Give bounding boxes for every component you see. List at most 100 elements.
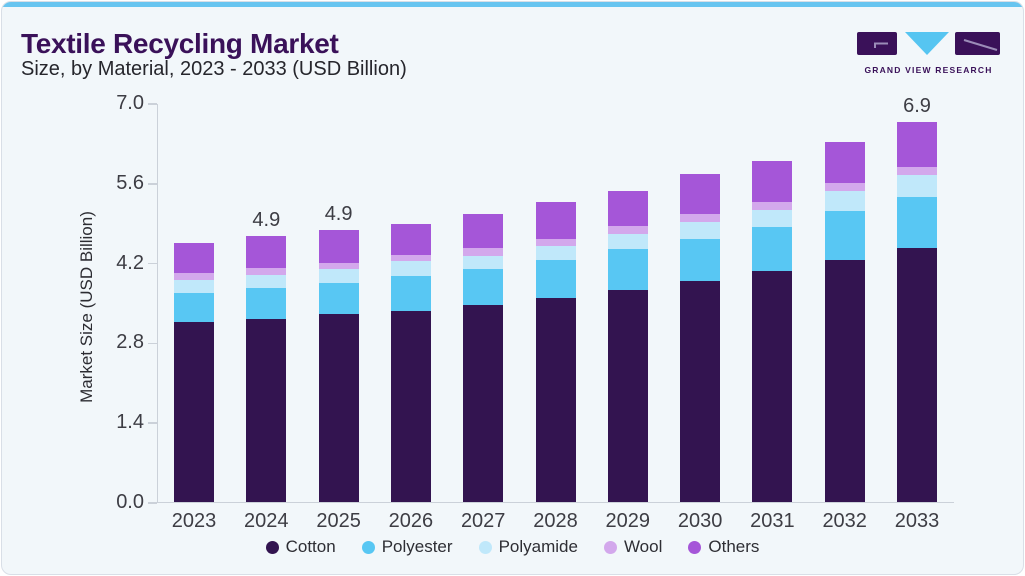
logo-text: GRAND VIEW RESEARCH [864,65,993,75]
x-tick-label: 2031 [750,510,795,532]
legend-label: Polyamide [498,537,578,556]
bar-segment-polyamide [246,275,287,289]
top-accent-bar [2,2,1023,7]
bar-segment-wool [318,262,359,270]
y-axis-title: Market Size (USD Billion) [77,211,96,403]
bar-segment-others [174,243,214,273]
bar [463,213,504,502]
bar [607,190,648,502]
legend-swatch-icon [361,540,375,554]
y-tick-mark [148,342,157,345]
x-tick-label: 2024 [244,510,289,532]
bar [680,174,721,502]
bar-segment-polyester [318,282,359,314]
bar-segment-cotton [246,319,287,502]
y-tick-mark [148,422,157,424]
bar-segment-polyester [463,269,504,305]
bar-segment-polyester [824,210,865,260]
bar-segment-polyester [535,259,576,298]
x-tick-label: 2029 [605,510,651,532]
legend-item-polyamide: Polyamide [478,537,578,557]
bar [390,223,431,502]
bar-segment-polyester [390,275,431,312]
bar-segment-cotton [174,322,214,502]
legend-swatch-icon [603,540,617,554]
plot-area: 0.0 1.4 2.8 4.2 5.6 7.0 2023 4.9 2024 4.9 2025 2026… [116,92,954,532]
y-tick-mark [148,262,157,265]
x-tick-label: 2032 [822,510,867,532]
legend-label: Polyester [381,537,453,556]
bar [752,160,793,502]
legend-item-polyester: Polyester [361,537,453,557]
bar-segment-others [607,190,648,227]
x-tick-label: 2025 [316,510,361,532]
y-tick-label: 1.4 [116,411,144,434]
bar-segment-wool [246,267,287,276]
bar [318,230,359,502]
bar-segment-polyamide [390,260,431,276]
bar-segment-polyester [607,248,648,290]
bar-value-label: 6.9 [903,95,931,118]
bar [535,201,576,502]
bar-segment-cotton [318,313,359,502]
bar-segment-cotton [897,248,937,502]
y-tick-label: 0.0 [116,491,144,513]
bar-segment-polyester [897,197,937,249]
bar-value-label: 4.9 [252,209,281,232]
bar-segment-others [680,174,721,214]
bar-segment-others [535,201,576,239]
gvr-logo-mark-icon [857,32,1000,55]
y-tick-label: 7.0 [116,92,144,114]
bar-segment-others [752,160,793,203]
bar-segment-wool [535,238,576,246]
bar-segment-polyamide [318,269,359,283]
legend-label: Others [708,537,760,556]
bar-segment-wool [824,183,865,191]
bar-segment-others [463,213,504,249]
bar-segment-polyamide [897,175,937,198]
legend-swatch-icon [478,540,492,554]
bar-segment-polyamide [174,279,214,294]
legend-item-others: Others [688,537,759,557]
y-tick-label: 4.2 [116,251,144,274]
x-tick-label: 2026 [388,510,434,532]
bar-segment-wool [897,166,937,176]
bar-segment-cotton [607,289,648,502]
bar-segment-polyamide [680,221,721,239]
bar [824,142,865,502]
legend-swatch-icon [688,540,702,554]
page-title: Textile Recycling Market [21,28,339,59]
bar-segment-cotton [680,280,721,502]
bar-segment-others [246,236,287,268]
x-tick-label: 2033 [894,510,940,532]
y-tick-label: 2.8 [116,331,144,354]
bar-segment-polyamide [535,245,576,260]
bar [897,122,937,502]
bar-segment-polyamide [752,209,793,228]
bar-segment-others [897,122,937,167]
x-tick-label: 2023 [171,510,217,532]
bar-segment-cotton [824,259,865,502]
bar-segment-wool [463,248,504,256]
bar [174,243,214,502]
page-subtitle: Size, by Material, 2023 - 2033 (USD Bill… [21,58,407,80]
legend-label: Cotton [285,537,336,556]
bar-segment-polyester [752,227,793,271]
bar-segment-wool [607,226,648,235]
bar-segment-wool [752,202,793,210]
bar-segment-cotton [463,304,504,502]
legend: Cotton Polyester Polyamide Wool Others [2,537,1023,557]
bar-segment-polyester [680,238,721,281]
y-tick-mark [148,183,157,185]
grand-view-research-logo: GRAND VIEW RESEARCH [856,29,1001,75]
y-tick-mark [148,103,157,105]
legend-item-wool: Wool [603,537,662,557]
x-tick-label: 2027 [460,510,506,532]
bar-segment-cotton [752,270,793,502]
bar-segment-others [824,142,865,184]
bar-segment-others [390,223,431,256]
bar-segment-polyamide [463,255,504,270]
bar-segment-polyester [174,293,214,323]
